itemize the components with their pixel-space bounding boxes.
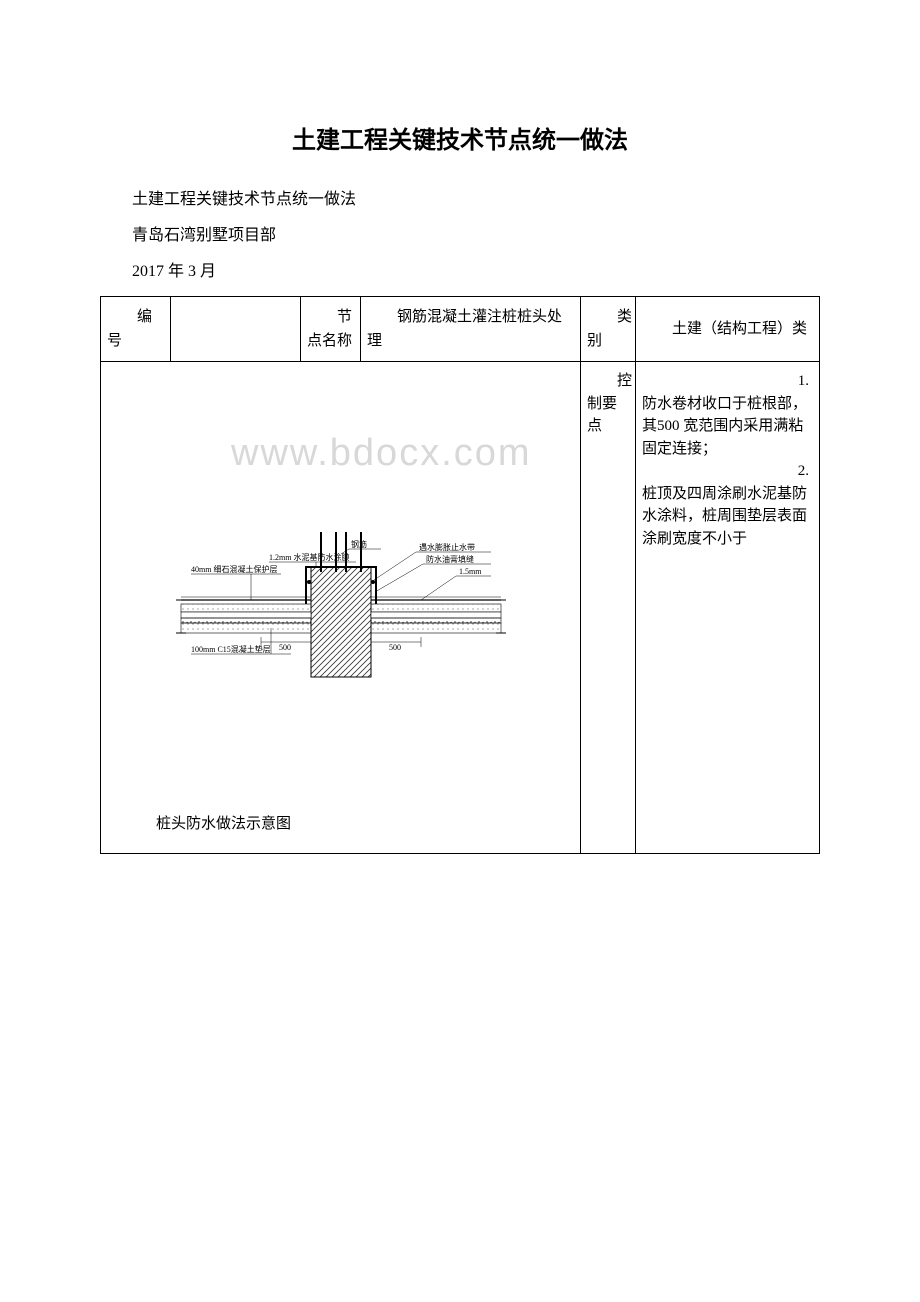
diag-label-cement: 1.2mm 水泥基防水涂膜 bbox=[269, 552, 349, 562]
diag-label-thickness: 1.5mm bbox=[459, 567, 482, 576]
desc-2-text: 桩顶及四周涂刷水泥基防水涂料，桩周围垫层表面涂刷宽度不小于 bbox=[642, 486, 807, 547]
control-label-cell: 控制要点 bbox=[581, 362, 636, 854]
control-label: 控制要点 bbox=[587, 370, 629, 438]
node-value: 钢筋混凝土灌注桩桩头处理 bbox=[367, 305, 574, 353]
spec-table: 编号 节点名称 钢筋混凝土灌注桩桩头处理 类别 土建（结构工程）类 www.bd… bbox=[100, 296, 820, 854]
diag-label-asphalt: 防水油膏填缝 bbox=[426, 554, 474, 564]
category-label: 类别 bbox=[587, 305, 629, 353]
header-cat-cell: 类别 bbox=[581, 297, 636, 362]
org-line: 青岛石湾别墅项目部 bbox=[100, 221, 820, 245]
desc-2-num: 2. bbox=[642, 460, 813, 483]
table-body-row: www.bdocx.com bbox=[101, 362, 820, 854]
header-catval-cell: 土建（结构工程）类 bbox=[636, 297, 820, 362]
header-num-cell: 编号 bbox=[101, 297, 171, 362]
subtitle-line: 土建工程关键技术节点统一做法 bbox=[100, 185, 820, 209]
diagram-cell: www.bdocx.com bbox=[101, 362, 581, 854]
date-line: 2017 年 3 月 bbox=[100, 257, 820, 281]
diag-dim-left: 500 bbox=[279, 643, 291, 652]
header-nodename-cell: 节点名称 bbox=[301, 297, 361, 362]
diag-label-cushion: 100mm C15混凝土垫层 bbox=[191, 644, 271, 654]
nodename-label: 节点名称 bbox=[307, 305, 354, 353]
diag-label-rebar: 钢筋 bbox=[351, 539, 367, 549]
table-header-row: 编号 节点名称 钢筋混凝土灌注桩桩头处理 类别 土建（结构工程）类 bbox=[101, 297, 820, 362]
diagram-caption: 桩头防水做法示意图 bbox=[111, 812, 570, 833]
header-nodeval-cell: 钢筋混凝土灌注桩桩头处理 bbox=[361, 297, 581, 362]
desc-1-num: 1. bbox=[642, 370, 813, 393]
watermark-text: www.bdocx.com bbox=[231, 432, 532, 475]
desc-cell: 1. 防水卷材收口于桩根部，其500 宽范围内采用满粘固定连接； 2. 桩顶及四… bbox=[636, 362, 820, 854]
category-value: 土建（结构工程）类 bbox=[642, 317, 813, 341]
diag-label-waterstop: 遇水膨胀止水带 bbox=[419, 542, 475, 552]
num-label: 编号 bbox=[107, 305, 164, 353]
page-title: 土建工程关键技术节点统一做法 bbox=[100, 120, 820, 155]
diagram-wrap: www.bdocx.com bbox=[111, 392, 570, 772]
diag-label-protection: 40mm 细石混凝土保护层 bbox=[191, 564, 277, 574]
diag-dim-right: 500 bbox=[389, 643, 401, 652]
pile-diagram: 1.2mm 水泥基防水涂膜 40mm 细石混凝土保护层 钢筋 遇水膨胀止水带 防… bbox=[161, 512, 521, 692]
desc-1-text: 防水卷材收口于桩根部，其500 宽范围内采用满粘固定连接； bbox=[642, 396, 807, 457]
header-blank-cell bbox=[171, 297, 301, 362]
